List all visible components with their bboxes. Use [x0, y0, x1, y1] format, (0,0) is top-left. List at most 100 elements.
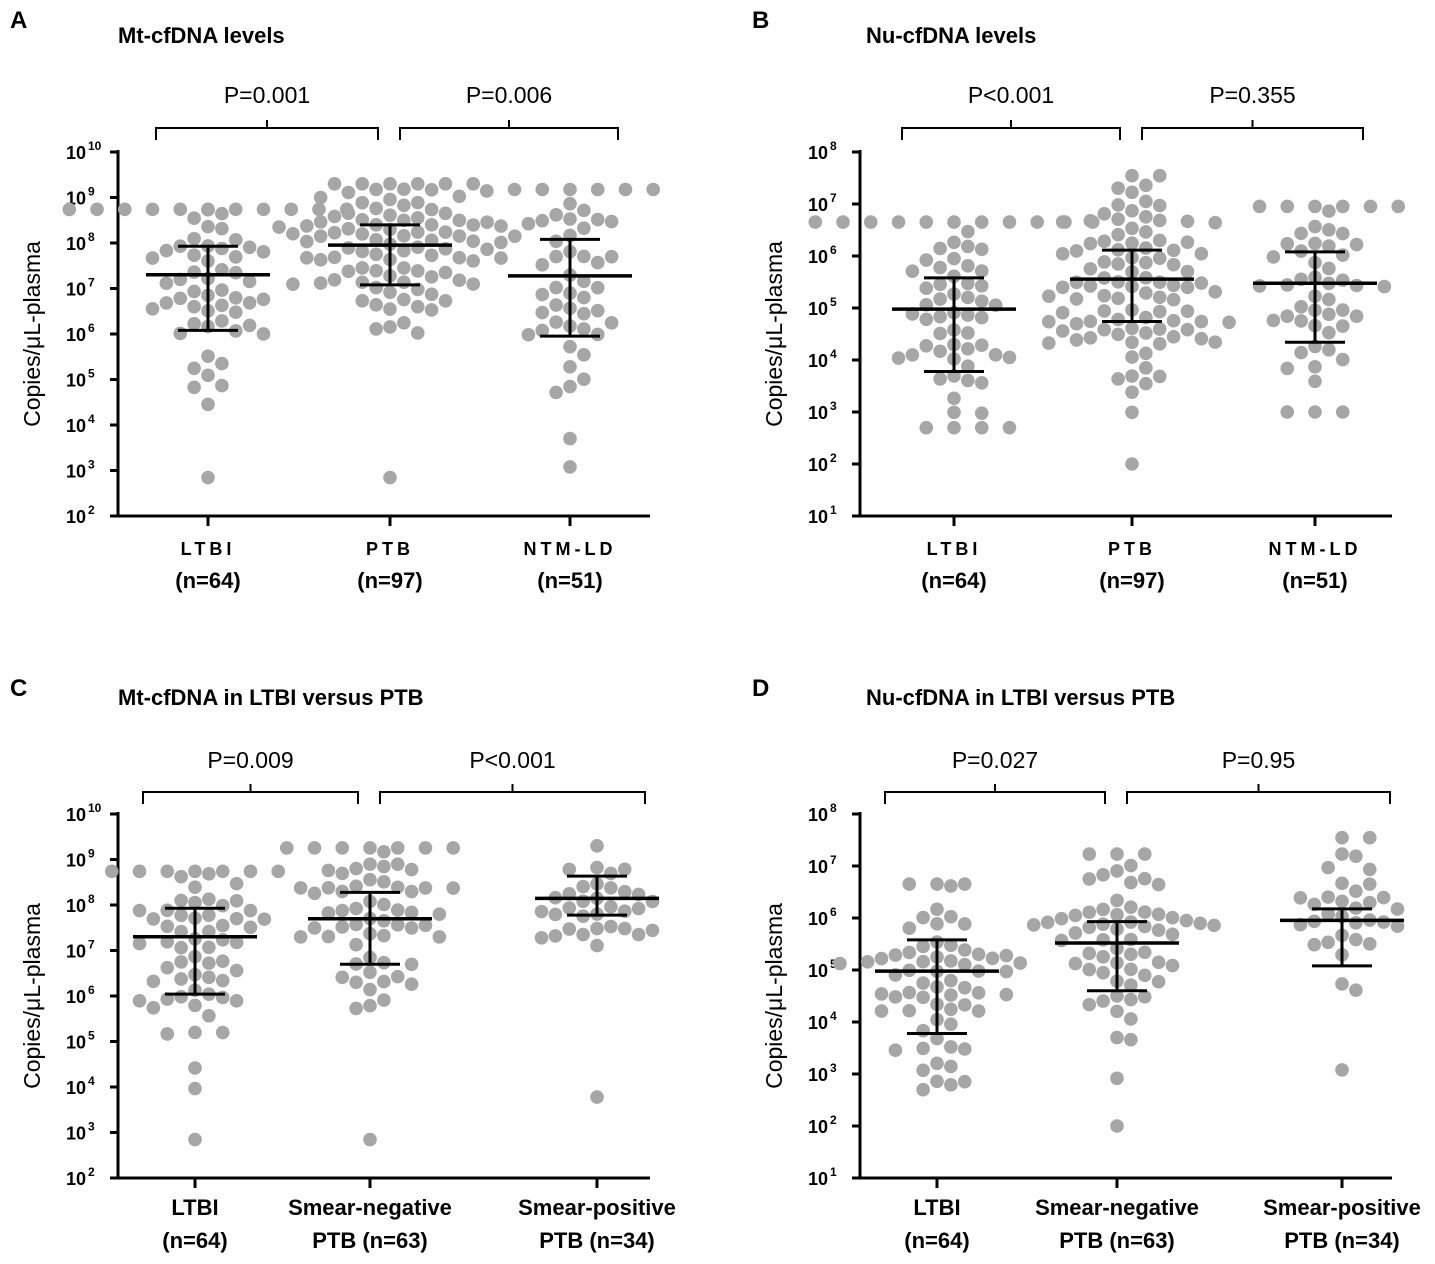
data-point — [424, 287, 439, 302]
data-point — [494, 251, 508, 265]
data-point — [1363, 199, 1378, 214]
data-point — [494, 235, 508, 250]
data-point — [312, 202, 326, 217]
data-point — [1362, 937, 1377, 951]
data-point — [1151, 974, 1166, 989]
data-point — [1097, 255, 1112, 269]
data-point — [1125, 185, 1139, 200]
data-point — [944, 938, 958, 953]
data-point — [1152, 251, 1167, 266]
p-value-label: P=0.355 — [1209, 82, 1295, 108]
data-point — [1124, 978, 1138, 992]
data-point — [957, 1074, 972, 1089]
data-point — [944, 954, 958, 968]
comparison-bracket — [884, 784, 1106, 804]
data-point — [944, 988, 958, 1002]
data-point — [1124, 992, 1138, 1007]
data-point — [521, 327, 536, 342]
data-point — [349, 861, 363, 876]
y-tick-exponent: 7 — [88, 938, 95, 952]
y-tick-exponent: 2 — [88, 1165, 95, 1179]
data-point — [438, 294, 453, 308]
data-point — [1125, 236, 1139, 250]
data-point — [363, 857, 377, 871]
data-point — [466, 177, 481, 191]
data-point — [1165, 958, 1180, 973]
data-point — [418, 841, 433, 855]
data-point — [363, 1132, 377, 1147]
panel-d: D Nu-cfDNA in LTBI versus PTB Copies/μL-pl… — [752, 675, 1421, 1253]
data-point — [410, 326, 425, 340]
data-point — [808, 215, 823, 229]
data-point — [390, 969, 405, 984]
data-point — [424, 248, 439, 263]
data-point — [563, 460, 577, 474]
data-point — [1152, 369, 1167, 384]
data-point — [999, 948, 1014, 963]
data-point — [390, 903, 405, 917]
y-tick-exponent: 3 — [88, 1120, 95, 1134]
data-point — [957, 943, 972, 957]
y-tick-label: 10 — [808, 507, 828, 527]
data-point — [1349, 983, 1363, 997]
data-point — [215, 918, 230, 933]
panel-title: Mt-cfDNA levels — [118, 23, 285, 48]
data-point — [363, 841, 377, 855]
data-point — [202, 1008, 216, 1023]
data-point — [446, 841, 461, 855]
y-tick-label: 10 — [66, 805, 86, 825]
data-point — [535, 258, 550, 272]
data-point — [1137, 871, 1152, 886]
data-point — [1124, 1012, 1138, 1026]
data-point — [535, 287, 550, 302]
data-point — [1322, 292, 1336, 307]
y-tick-label: 10 — [808, 195, 828, 215]
data-point — [961, 359, 975, 373]
data-point — [215, 973, 230, 988]
data-point — [1194, 246, 1209, 261]
data-point — [947, 269, 961, 284]
data-point — [1068, 956, 1083, 971]
y-axis-label: Copies/μL-plasma — [19, 241, 45, 427]
data-point — [1362, 862, 1377, 877]
data-point — [1082, 962, 1097, 977]
data-point — [891, 351, 906, 365]
data-point — [215, 221, 229, 236]
data-point — [341, 221, 356, 236]
x-tick-label-count: PTB (n=63) — [312, 1228, 428, 1253]
data-point — [1335, 876, 1349, 891]
data-point — [1096, 950, 1110, 964]
data-point — [947, 405, 961, 420]
data-point — [1013, 956, 1028, 970]
data-point — [562, 901, 577, 915]
data-point — [438, 225, 453, 239]
data-point — [215, 898, 230, 913]
data-point — [521, 216, 536, 231]
data-point — [905, 264, 920, 278]
data-point — [1124, 858, 1138, 873]
data-point — [377, 993, 391, 1007]
data-point — [1096, 868, 1110, 882]
data-point — [1068, 908, 1083, 923]
data-point — [1165, 927, 1180, 942]
data-point — [1179, 913, 1194, 928]
data-point — [313, 190, 328, 205]
data-point — [397, 198, 411, 213]
data-point — [284, 202, 299, 217]
data-point — [174, 869, 188, 884]
data-point — [349, 917, 363, 932]
data-point — [933, 372, 947, 386]
y-tick-exponent: 1 — [830, 1165, 837, 1179]
data-point — [933, 344, 947, 359]
data-point — [228, 233, 243, 247]
data-point — [1124, 1032, 1138, 1047]
data-point — [1180, 235, 1195, 249]
data-point — [299, 251, 314, 265]
data-point — [933, 292, 947, 306]
data-point — [1335, 847, 1349, 861]
data-point — [404, 905, 419, 920]
data-point — [974, 242, 989, 257]
data-point — [377, 859, 391, 874]
data-point — [1137, 990, 1152, 1004]
